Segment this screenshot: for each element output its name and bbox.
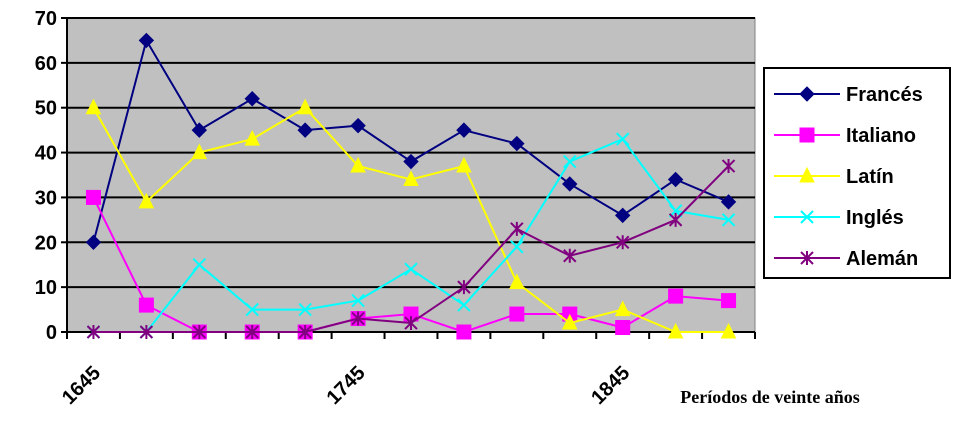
data-point [404, 262, 418, 276]
data-point [403, 153, 419, 170]
legend-entry: Inglés [774, 207, 904, 229]
data-point [563, 154, 577, 169]
data-point [615, 235, 630, 250]
legend-marker [800, 251, 814, 265]
data-point [298, 302, 312, 317]
data-point [456, 122, 472, 138]
data-point [297, 122, 313, 138]
y-tick-label: 10 [35, 277, 57, 299]
data-point [510, 221, 524, 236]
legend-label: Italiano [846, 125, 916, 147]
legend-label: Latín [846, 166, 894, 188]
data-point [404, 316, 418, 331]
data-point [85, 98, 102, 115]
legend-label: Inglés [846, 207, 904, 229]
data-point [245, 325, 259, 339]
data-point [192, 325, 207, 339]
data-point [720, 322, 737, 339]
data-point [457, 298, 471, 312]
data-point [403, 170, 419, 186]
data-point [244, 129, 261, 146]
legend-entry: Francés [774, 84, 923, 106]
y-tick-label: 0 [46, 322, 57, 344]
x-axis: 1645 1745 1845 [58, 331, 756, 409]
data-point [615, 320, 631, 336]
y-tick-label: 40 [35, 143, 57, 165]
legend-entry: Latín [774, 166, 894, 188]
data-point [509, 273, 525, 290]
data-point [614, 300, 631, 317]
data-point [456, 324, 472, 340]
data-point [668, 288, 684, 304]
data-point [563, 248, 577, 263]
data-point [720, 194, 737, 210]
legend-label: Francés [846, 84, 923, 106]
data-point [721, 213, 736, 227]
legend-entry: Italiano [774, 125, 916, 147]
data-point [192, 258, 207, 272]
data-point [509, 135, 525, 152]
data-point [86, 325, 101, 339]
legend-label: Alemán [846, 248, 918, 270]
x-tick-label: 1845 [587, 362, 634, 409]
data-point [139, 325, 154, 339]
x-axis-label: Períodos de veinte años [680, 387, 860, 407]
data-point [721, 293, 737, 309]
series-group [85, 32, 737, 340]
x-tick-label: 1645 [58, 362, 105, 409]
data-point [456, 156, 472, 173]
data-point [350, 156, 366, 173]
data-point [138, 32, 155, 49]
data-point [562, 176, 578, 192]
x-tick-label: 1745 [323, 362, 370, 409]
data-point [510, 240, 524, 254]
data-point [85, 189, 101, 205]
data-point [614, 207, 631, 224]
data-point [457, 280, 471, 295]
legend-entry: Alemán [774, 248, 918, 270]
data-point [297, 98, 313, 115]
data-point [721, 159, 736, 174]
y-tick-label: 70 [35, 8, 57, 30]
data-point [667, 322, 684, 339]
legend-marker [799, 127, 815, 143]
data-point [138, 297, 154, 313]
y-tick-label: 20 [35, 232, 57, 254]
legend-box [763, 67, 951, 279]
data-point [667, 171, 684, 188]
series-3 [85, 98, 737, 339]
y-tick-label: 60 [35, 53, 57, 75]
data-point [615, 132, 630, 146]
legend: Francés Italiano Latín Inglés Alemán [763, 67, 951, 279]
data-point [351, 293, 365, 308]
series-1 [85, 32, 737, 250]
data-point [351, 311, 365, 326]
data-point [191, 143, 208, 160]
series-5 [86, 159, 736, 339]
data-point [350, 117, 366, 134]
legend-marker [800, 210, 814, 224]
y-axis-ticks: 0 10 20 30 40 50 60 70 [35, 8, 68, 344]
data-point [509, 306, 525, 322]
y-tick-label: 30 [35, 187, 57, 209]
data-point [244, 91, 260, 107]
data-point [138, 192, 155, 209]
data-point [561, 313, 578, 330]
legend-marker [799, 86, 815, 102]
data-point [85, 234, 102, 250]
y-tick-label: 50 [35, 98, 57, 120]
data-point [245, 302, 259, 317]
legend-marker [799, 166, 815, 183]
data-point [191, 122, 208, 138]
data-point [298, 325, 312, 339]
data-point [668, 212, 683, 227]
